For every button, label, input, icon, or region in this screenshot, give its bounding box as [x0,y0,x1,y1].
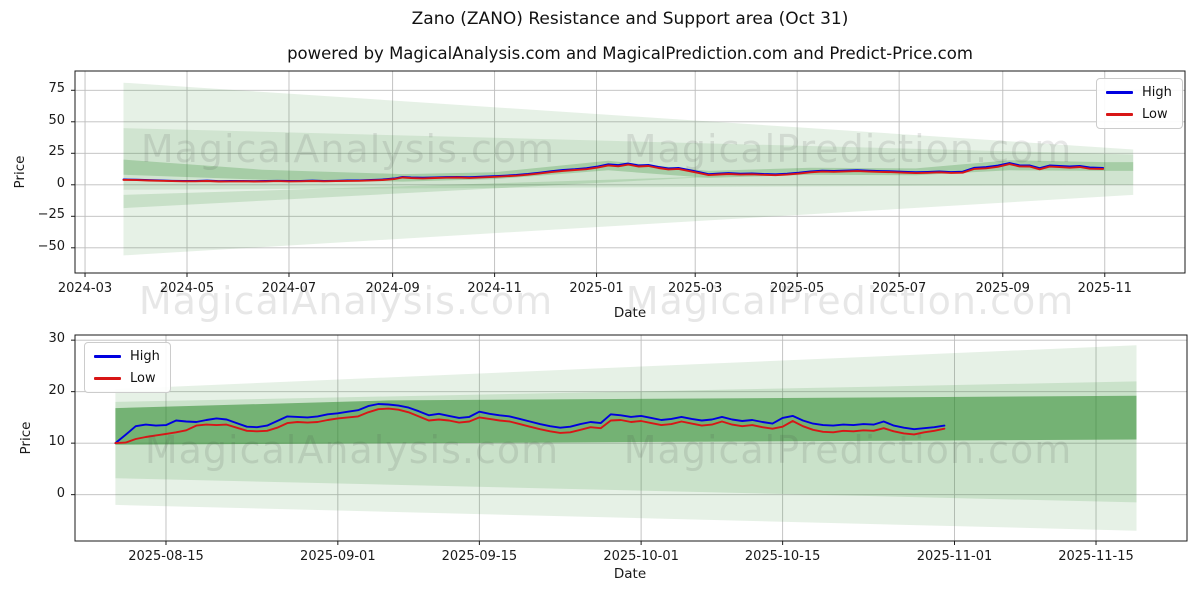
figure-subtitle: powered by MagicalAnalysis.com and Magic… [287,44,973,63]
chart-0 [71,70,1186,277]
x-tick-label: 2025-09 [975,281,1030,296]
core-band [123,159,1134,182]
x-tick-label: 2024-05 [159,281,215,296]
figure-title: Zano (ZANO) Resistance and Support area … [411,9,849,29]
y-tick-label: 0 [56,175,65,191]
x-tick-label: 2025-05 [769,281,825,296]
legend-label-low: Low [130,371,156,386]
y-tick-label: 75 [48,81,65,97]
x-tick-label: 2025-09-15 [441,549,518,564]
y-tick-label: −25 [37,207,65,223]
legend-label-high: High [130,349,160,364]
low-line-swatch-icon [1106,113,1133,116]
price-line-low [114,407,946,445]
high-line-swatch-icon [1106,91,1133,94]
bottom-chart-y-axis-label: Price [18,421,34,455]
middle-support-resistance-area [123,128,1134,190]
low-line-swatch-icon [94,377,121,380]
bottom-chart-x-axis-label: Date [613,566,647,582]
x-tick-label: 2025-03 [668,281,723,296]
outer-support-resistance-area [123,82,1134,256]
legend-item-low: Low [94,371,160,386]
x-tick-label: 2025-10-15 [744,549,821,564]
x-tick-label: 2025-11-15 [1058,549,1134,564]
plot-border [74,334,1188,542]
top-chart-x-axis-label: Date [613,305,647,321]
x-tick-label: 2024-09 [365,281,420,296]
legend-item-high: High [1106,85,1172,100]
x-tick-label: 2025-01 [569,281,624,296]
legend-label-high: High [1142,85,1172,100]
x-tick-label: 2024-03 [57,281,113,296]
y-tick-label: 30 [48,331,65,347]
price-line-low [122,163,1105,183]
top-chart-legend: High Low [1096,78,1183,129]
legend-item-high: High [94,349,160,364]
x-tick-label: 2025-11 [1077,281,1132,296]
x-tick-label: 2025-08-15 [128,549,204,564]
y-tick-label: 50 [48,112,65,128]
legend-item-low: Low [1106,107,1172,122]
x-tick-label: 2024-07 [261,281,317,296]
lower-support-wedge [123,176,727,209]
y-tick-label: 20 [48,382,65,398]
price-line-high [114,403,946,445]
x-tick-label: 2024-11 [467,281,522,296]
high-line-swatch-icon [94,355,121,358]
y-tick-label: 25 [48,144,65,160]
x-tick-label: 2025-11-01 [916,549,993,564]
y-tick-label: 10 [48,434,65,450]
bottom-chart-legend: High Low [84,342,171,393]
y-tick-label: −50 [37,238,65,254]
plot-border [74,70,1186,274]
y-tick-label: 0 [56,485,65,501]
x-tick-label: 2025-09-01 [300,549,376,564]
legend-label-low: Low [1142,107,1168,122]
chart-1 [71,334,1188,545]
x-tick-label: 2025-10-01 [603,549,679,564]
x-tick-label: 2025-07 [871,281,927,296]
top-chart-y-axis-label: Price [12,155,28,189]
